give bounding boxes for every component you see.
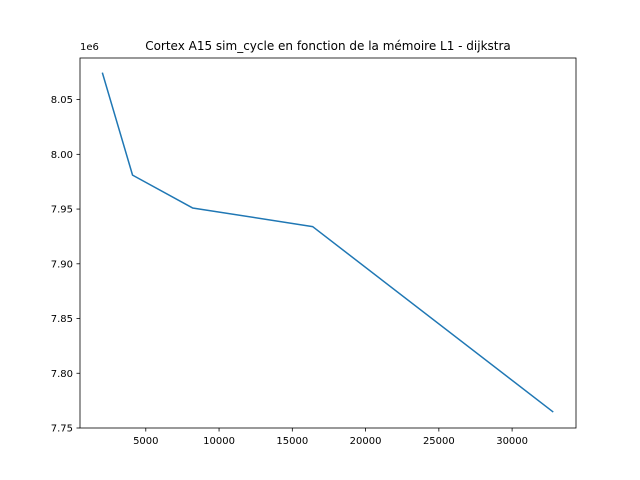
y-tick-label: 8.05 (51, 95, 73, 106)
x-tick-label: 15000 (276, 436, 308, 447)
x-tick-label: 10000 (203, 436, 235, 447)
plot-frame (79, 57, 577, 429)
y-tick-label: 7.85 (51, 314, 73, 325)
y-tick-label: 7.95 (51, 205, 73, 216)
y-tick-label: 7.90 (51, 259, 73, 270)
chart-title: Cortex A15 sim_cycle en fonction de la m… (145, 39, 511, 53)
x-axis-ticks: 5000 10000 15000 20000 25000 30000 (133, 428, 528, 447)
y-tick-label: 7.75 (51, 424, 73, 435)
x-tick-label: 30000 (496, 436, 528, 447)
x-tick-label: 25000 (423, 436, 455, 447)
series-layer (101, 72, 554, 413)
y-tick-label: 8.00 (51, 150, 73, 161)
x-tick-label: 20000 (350, 436, 382, 447)
y-offset-label: 1e6 (80, 42, 99, 53)
y-tick-label: 7.80 (51, 369, 73, 380)
x-tick-label: 5000 (133, 436, 158, 447)
y-axis-ticks: 7.75 7.80 7.85 7.90 7.95 8.00 8.05 (51, 95, 80, 435)
